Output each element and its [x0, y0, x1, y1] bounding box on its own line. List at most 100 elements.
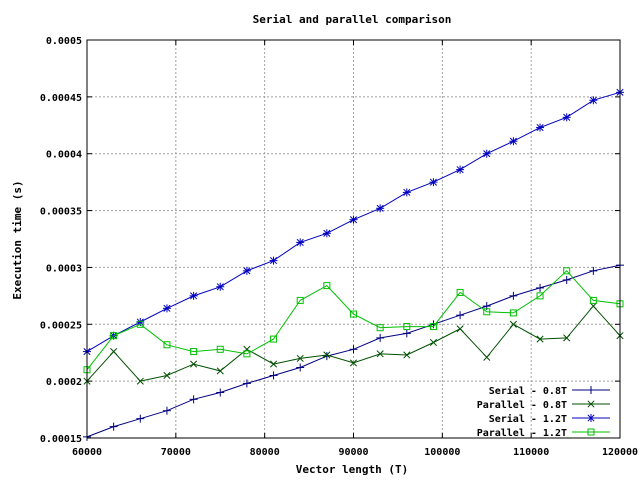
data-point: [509, 320, 517, 328]
data-point: [562, 275, 571, 284]
x-tick-label: 90000: [338, 447, 368, 458]
data-point: [162, 304, 171, 313]
data-point: [402, 329, 411, 338]
x-tick-label: 70000: [161, 447, 191, 458]
legend-label: Parallel - 0.8T: [477, 400, 567, 411]
data-point: [136, 414, 145, 423]
data-point: [509, 137, 518, 146]
data-point: [562, 113, 571, 122]
data-point: [536, 123, 545, 132]
data-point: [589, 296, 597, 304]
data-point: [190, 348, 198, 356]
x-tick-label: 100000: [424, 447, 460, 458]
data-point: [216, 367, 224, 375]
data-point: [270, 335, 278, 343]
data-point: [536, 335, 544, 343]
data-point: [269, 360, 278, 368]
legend: Serial - 0.8T Parallel - 0.8T Serial - 1.2…: [477, 385, 610, 439]
data-point: [216, 282, 225, 291]
data-point: [216, 345, 224, 353]
data-point: [269, 256, 278, 265]
data-point: [376, 324, 384, 332]
y-tick-label: 0.00035: [40, 207, 82, 218]
data-point: [483, 308, 491, 316]
data-point: [403, 323, 411, 331]
data-point: [269, 371, 278, 380]
data-point: [109, 422, 118, 431]
data-point: [350, 310, 357, 318]
data-point: [509, 309, 517, 317]
data-point: [483, 353, 491, 361]
series: [83, 261, 624, 441]
data-point: [589, 302, 597, 310]
series: [83, 267, 624, 374]
data-point: [322, 229, 331, 238]
y-tick-label: 0.0005: [46, 36, 82, 47]
x-tick-label: 110000: [513, 447, 549, 458]
y-tick-label: 0.00045: [40, 93, 82, 104]
y-axis-ticks: 0.00015 0.0002 0.00025 0.0003 0.00035 0.0004 0…: [40, 36, 620, 445]
data-point: [110, 348, 118, 356]
y-tick-label: 0.00025: [40, 320, 82, 331]
x-tick-label: 80000: [250, 447, 280, 458]
data-point: [162, 406, 171, 415]
data-point: [296, 238, 305, 247]
data-point: [456, 325, 464, 333]
series-group: [83, 88, 624, 441]
data-point: [349, 359, 358, 367]
series-line: [86, 270, 621, 371]
data-point: [563, 334, 571, 342]
data-point: [482, 149, 491, 158]
data-point: [189, 291, 198, 300]
x-tick-label: 120000: [602, 447, 638, 458]
data-point: [349, 215, 358, 224]
plot-frame: [86, 39, 621, 439]
data-point: [243, 350, 251, 358]
data-point: [163, 341, 171, 349]
legend-label: Parallel - 1.2T: [477, 428, 567, 439]
legend-label: Serial - 0.8T: [489, 385, 567, 397]
data-point: [429, 338, 438, 347]
data-point: [242, 379, 251, 388]
data-point: [242, 266, 251, 275]
data-point: [296, 296, 304, 304]
data-point: [456, 288, 464, 296]
y-axis-label: Execution time (s): [11, 180, 24, 299]
y-tick-label: 0.0002: [46, 377, 82, 388]
data-point: [110, 332, 118, 340]
data-point: [163, 371, 171, 380]
data-point: [376, 204, 385, 213]
data-point: [403, 351, 411, 359]
data-point: [243, 345, 251, 353]
data-point: [587, 400, 595, 408]
data-point: [429, 323, 437, 331]
data-point: [323, 351, 331, 359]
data-point: [376, 333, 385, 342]
data-point: [296, 363, 305, 372]
data-point: [456, 311, 465, 320]
data-point: [296, 354, 304, 362]
data-point: [589, 96, 598, 105]
x-axis-label: Vector length (T): [296, 463, 409, 476]
data-point: [587, 414, 595, 422]
data-point: [216, 388, 225, 397]
grid-lines: [87, 40, 620, 438]
x-tick-label: 60000: [72, 447, 102, 458]
data-point: [536, 283, 545, 292]
data-point: [402, 188, 411, 197]
data-point: [136, 320, 144, 328]
data-point: [587, 428, 595, 436]
chart-title: Serial and parallel comparison: [253, 13, 452, 26]
y-tick-label: 0.0003: [46, 263, 82, 274]
data-point: [536, 292, 544, 300]
y-tick-label: 0.00015: [40, 434, 82, 445]
data-point: [589, 266, 598, 275]
data-point: [509, 291, 518, 300]
y-tick-label: 0.0004: [46, 150, 82, 161]
legend-label: Serial - 1.2T: [489, 413, 567, 425]
data-point: [587, 386, 595, 394]
data-point: [189, 395, 198, 404]
data-point: [323, 282, 331, 290]
data-point: [376, 350, 384, 358]
